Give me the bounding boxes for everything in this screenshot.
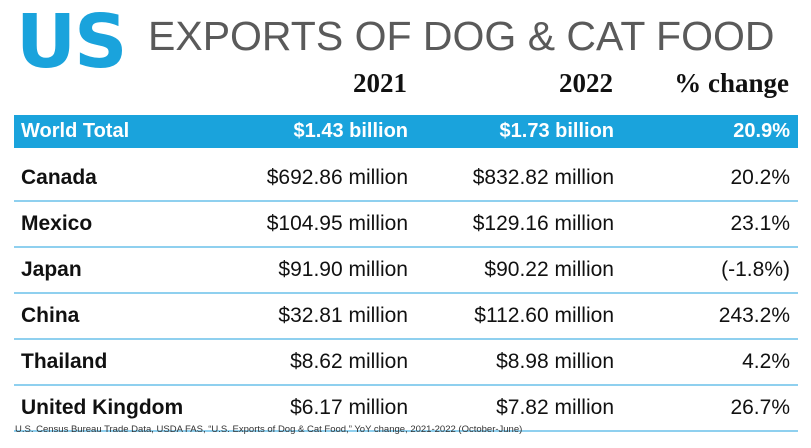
- value-2022: $1.73 billion: [499, 120, 614, 142]
- row-label: Mexico: [21, 212, 93, 235]
- row-label: World Total: [21, 120, 130, 142]
- percent-change: 20.9%: [733, 120, 790, 142]
- value-2021: $6.17 million: [290, 396, 408, 419]
- value-2022: $832.82 million: [472, 166, 614, 189]
- table-row: Japan $91.90 million $90.22 million (-1.8%): [14, 248, 798, 294]
- percent-change: 26.7%: [730, 396, 790, 419]
- us-logo-text: US: [16, 0, 127, 85]
- column-header-2022: 2022: [559, 68, 613, 98]
- value-2022: $112.60 million: [474, 304, 614, 327]
- value-2021: $8.62 million: [290, 350, 408, 373]
- table-row: Thailand $8.62 million $8.98 million 4.2%: [14, 340, 798, 386]
- percent-change: 4.2%: [742, 350, 790, 373]
- value-2021: $91.90 million: [278, 258, 408, 281]
- column-header-change: % change: [674, 68, 789, 98]
- value-2022: $7.82 million: [496, 396, 614, 419]
- value-2022: $8.98 million: [496, 350, 614, 373]
- percent-change: 20.2%: [730, 166, 790, 189]
- table-row: China $32.81 million $112.60 million 243.2%: [14, 294, 798, 340]
- table-row: Canada $692.86 million $832.82 million 20.2…: [14, 156, 798, 202]
- table-row: United Kingdom $6.17 million $7.82 million…: [14, 386, 798, 432]
- row-label: China: [21, 304, 80, 327]
- chart-header: US EXPORTS OF DOG & CAT FOOD 2021 2022 %…: [0, 0, 811, 110]
- chart-title: EXPORTS OF DOG & CAT FOOD: [148, 13, 775, 59]
- row-label: Thailand: [21, 350, 108, 373]
- value-2021: $32.81 million: [278, 304, 408, 327]
- value-2021: $1.43 billion: [293, 120, 408, 142]
- value-2021: $104.95 million: [266, 212, 408, 235]
- value-2021: $692.86 million: [266, 166, 408, 189]
- value-2022: $90.22 million: [484, 258, 614, 281]
- percent-change: 243.2%: [718, 304, 790, 327]
- value-2022: $129.16 million: [472, 212, 614, 235]
- table-row-total: World Total $1.43 billion $1.73 billion 20.…: [14, 115, 798, 148]
- column-header-2021: 2021: [353, 68, 407, 98]
- row-label: United Kingdom: [21, 396, 184, 419]
- source-note: U.S. Census Bureau Trade Data, USDA FAS,…: [15, 424, 523, 435]
- row-label: Japan: [21, 258, 82, 281]
- percent-change: 23.1%: [730, 212, 790, 235]
- percent-change: (-1.8%): [721, 258, 790, 281]
- table-row: Mexico $104.95 million $129.16 million 23.1…: [14, 202, 798, 248]
- exports-table: World Total $1.43 billion $1.73 billion 20.…: [14, 115, 798, 432]
- row-label: Canada: [21, 166, 97, 189]
